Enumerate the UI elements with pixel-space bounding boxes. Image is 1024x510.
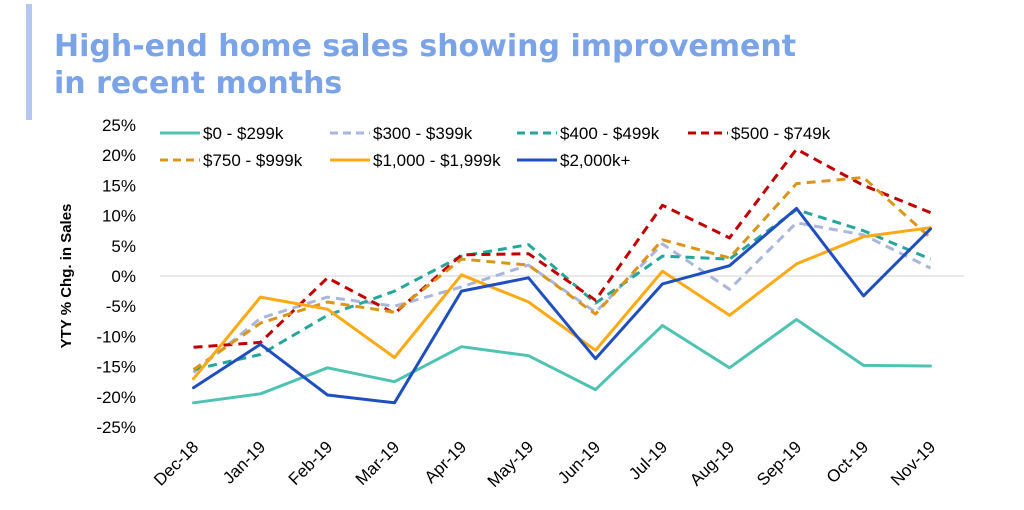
y-tick-label: 15% bbox=[102, 176, 136, 195]
legend-label-3: $500 - $749k bbox=[731, 124, 831, 143]
y-tick-label: 20% bbox=[102, 146, 136, 165]
legend-label-4: $750 - $999k bbox=[203, 151, 303, 170]
x-tick-label: Nov-19 bbox=[887, 437, 939, 489]
x-tick-label: Dec-18 bbox=[150, 437, 202, 489]
chart-title-line-2: in recent months bbox=[54, 66, 343, 101]
legend: $0 - $299k $300 - $399k $400 - $499k $500 -… bbox=[160, 124, 831, 170]
x-tick-label: Sep-19 bbox=[753, 437, 805, 489]
x-tick-label: Jun-19 bbox=[554, 437, 604, 487]
legend-label-0: $0 - $299k bbox=[203, 124, 284, 143]
x-tick-label: Jan-19 bbox=[219, 437, 269, 487]
chart-title: High-end home sales showing improvement … bbox=[54, 28, 814, 102]
y-tick-label: -20% bbox=[96, 388, 136, 407]
y-axis-title: YTY % Chg. in Sales bbox=[58, 204, 75, 349]
series-line-1 bbox=[192, 221, 932, 374]
y-tick-label: 25% bbox=[102, 116, 136, 135]
series-line-6 bbox=[192, 206, 932, 405]
x-tick-label: Oct-19 bbox=[823, 437, 873, 487]
x-tick-label: Mar-19 bbox=[352, 437, 404, 489]
x-tick-label: Apr-19 bbox=[421, 437, 471, 487]
title-accent-bar bbox=[26, 4, 32, 120]
y-tick-label: -5% bbox=[106, 297, 136, 316]
series-line-4 bbox=[192, 176, 932, 371]
series-lines bbox=[192, 147, 932, 405]
legend-label-6: $2,000k+ bbox=[560, 151, 630, 170]
x-tick-label: Aug-19 bbox=[686, 437, 738, 489]
y-tick-label: 5% bbox=[111, 237, 136, 256]
legend-label-1: $300 - $399k bbox=[373, 124, 473, 143]
y-tick-label: -25% bbox=[96, 418, 136, 437]
series-line-3 bbox=[193, 147, 932, 349]
series-line-5 bbox=[192, 226, 932, 381]
legend-label-5: $1,000 - $1,999k bbox=[373, 151, 501, 170]
x-tick-label: Jul-19 bbox=[625, 437, 671, 483]
series-line-2 bbox=[193, 208, 932, 372]
y-axis-tick-labels: 25% 20% 15% 10% 5% 0% -5% -10% -15% -20% -25% bbox=[96, 116, 136, 437]
series-line-0 bbox=[192, 318, 932, 405]
x-axis-tick-labels: Dec-18 Jan-19 Feb-19 Mar-19 Apr-19 May-19 Jun-… bbox=[150, 437, 939, 491]
y-tick-label: 0% bbox=[111, 267, 136, 286]
y-axis-title-group: YTY % Chg. in Sales bbox=[58, 204, 75, 349]
chart-title-line-1: High-end home sales showing improvement bbox=[54, 29, 797, 64]
y-tick-label: -15% bbox=[96, 358, 136, 377]
y-tick-label: -10% bbox=[96, 327, 136, 346]
x-tick-label: May-19 bbox=[484, 437, 538, 491]
y-tick-label: 10% bbox=[102, 207, 136, 226]
x-tick-label: Feb-19 bbox=[285, 437, 337, 489]
legend-label-2: $400 - $499k bbox=[560, 124, 660, 143]
